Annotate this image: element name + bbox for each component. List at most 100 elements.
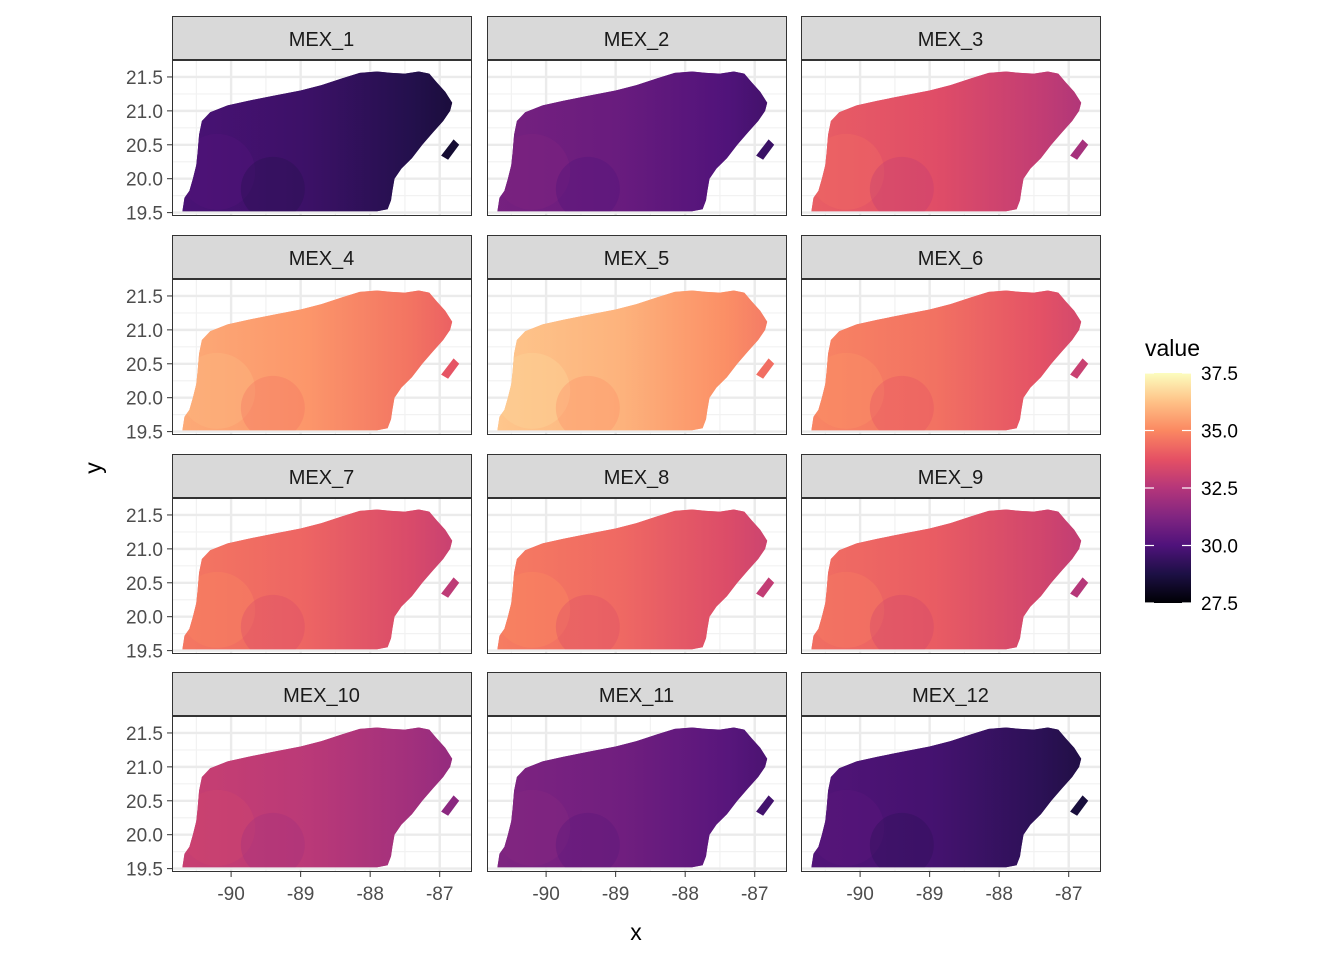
colorbar-tick-label: 35.0 <box>1201 422 1238 443</box>
y-tick-label: 21.5 <box>126 68 163 89</box>
facet-strip <box>172 16 472 60</box>
raster-hotspot <box>182 352 256 429</box>
facet-panel: MEX_7 <box>172 454 472 654</box>
raster-field <box>497 727 768 868</box>
raster-hotspot <box>182 789 256 866</box>
island-raster <box>1070 139 1089 160</box>
facet-strip-label: MEX_2 <box>604 29 670 51</box>
colorbar-tick-label: 27.5 <box>1201 594 1238 615</box>
facet-strip-label: MEX_6 <box>918 248 984 270</box>
facet-strip <box>172 454 472 498</box>
y-tick-label: 20.0 <box>126 826 163 847</box>
facet-panel: MEX_1 <box>172 16 472 216</box>
facet-strip-label: MEX_11 <box>599 685 674 707</box>
plot-area <box>801 716 1101 872</box>
facet-strip-label: MEX_3 <box>918 29 984 51</box>
facet-strip <box>487 672 787 716</box>
y-tick-label: 20.0 <box>126 608 163 629</box>
x-tick-label: -89 <box>916 884 943 905</box>
axes: 19.5 20.0 20.5 21.0 21.5 19.5 20.0 20.5 21.0 21.5… <box>80 68 1082 945</box>
panel-border <box>487 60 787 216</box>
x-tick-label: -87 <box>741 884 768 905</box>
colorbar-tick-label: 30.0 <box>1201 537 1238 558</box>
y-tick-label: 21.5 <box>126 724 163 745</box>
raster-coolspot <box>555 375 620 431</box>
island-raster <box>441 358 460 379</box>
y-tick-label: 20.5 <box>126 574 163 595</box>
island-raster <box>441 577 460 598</box>
raster-coolspot <box>869 156 934 212</box>
panel-border <box>172 716 472 872</box>
plot-area <box>172 498 472 654</box>
facet-panel: MEX_9 <box>801 454 1101 654</box>
raster-coolspot <box>555 812 620 868</box>
facet-strip-label: MEX_5 <box>604 248 670 270</box>
x-tick-label: -88 <box>985 884 1012 905</box>
raster-coolspot <box>240 375 305 431</box>
raster-coolspot <box>240 812 305 868</box>
facet-strip <box>172 672 472 716</box>
y-tick-label: 21.5 <box>126 506 163 527</box>
colorbar-legend: value 27.5 30.0 32.5 35.0 37.5 <box>1145 335 1238 615</box>
colorbar-tick-label: 32.5 <box>1201 479 1238 500</box>
x-tick-label: -87 <box>1055 884 1082 905</box>
raster-hotspot <box>811 789 885 866</box>
raster-hotspot <box>497 352 571 429</box>
raster-hotspot <box>497 133 571 210</box>
island-raster <box>441 795 460 816</box>
island-raster <box>441 139 460 160</box>
x-tick-label: -89 <box>287 884 314 905</box>
island-raster <box>756 795 775 816</box>
raster-hotspot <box>811 133 885 210</box>
x-tick-label: -88 <box>356 884 383 905</box>
facet-strip <box>801 672 1101 716</box>
plot-area <box>487 60 787 216</box>
x-tick-label: -89 <box>602 884 629 905</box>
plot-area <box>172 60 472 216</box>
raster-coolspot <box>869 812 934 868</box>
y-tick-label: 19.5 <box>126 860 163 881</box>
facet-panel: MEX_6 <box>801 235 1101 435</box>
facet-strip <box>487 235 787 279</box>
raster-hotspot <box>497 789 571 866</box>
legend-title: value <box>1145 335 1200 361</box>
plot-area <box>487 498 787 654</box>
facet-strip-label: MEX_4 <box>289 248 355 270</box>
y-tick-label: 20.5 <box>126 792 163 813</box>
raster-hotspot <box>182 133 256 210</box>
y-tick-label: 20.0 <box>126 389 163 410</box>
facet-panel: MEX_10 <box>172 672 472 872</box>
x-tick-label: -90 <box>217 884 244 905</box>
facet-panels: MEX_1 MEX_2 MEX_3 MEX_4 MEX_5 MEX_6 MEX_7 MEX_8… <box>172 16 1101 872</box>
panel-border <box>487 716 787 872</box>
panel-border <box>801 60 1101 216</box>
facet-strip <box>487 454 787 498</box>
facet-strip-label: MEX_9 <box>918 467 984 489</box>
raster-coolspot <box>240 594 305 650</box>
island-raster <box>1070 577 1089 598</box>
raster-coolspot <box>240 156 305 212</box>
y-tick-label: 19.5 <box>126 204 163 225</box>
raster-coolspot <box>555 156 620 212</box>
island-raster <box>1070 795 1089 816</box>
facet-strip-label: MEX_8 <box>604 467 670 489</box>
y-tick-label: 20.5 <box>126 136 163 157</box>
raster-coolspot <box>869 375 934 431</box>
y-tick-label: 21.0 <box>126 758 163 779</box>
y-tick-label: 20.5 <box>126 355 163 376</box>
y-tick-label: 19.5 <box>126 423 163 444</box>
facet-panel: MEX_2 <box>487 16 787 216</box>
x-tick-label: -90 <box>846 884 873 905</box>
x-tick-label: -88 <box>671 884 698 905</box>
island-raster <box>756 358 775 379</box>
plot-area <box>487 716 787 872</box>
x-tick-label: -87 <box>426 884 453 905</box>
plot-area <box>801 498 1101 654</box>
island-raster <box>756 139 775 160</box>
y-axis-title: y <box>80 462 106 474</box>
y-tick-label: 21.5 <box>126 287 163 308</box>
facet-strip <box>801 235 1101 279</box>
panel-border <box>801 716 1101 872</box>
